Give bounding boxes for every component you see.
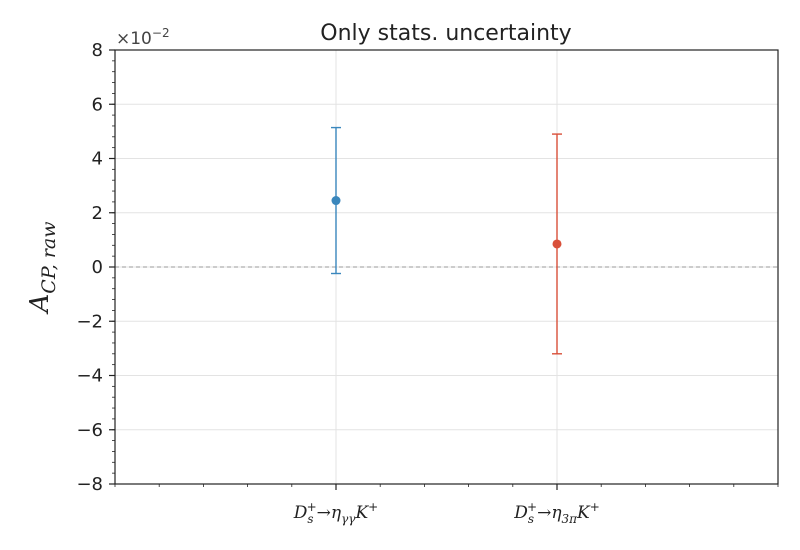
x-tick-label: Ds+→η3πK+ (513, 500, 600, 526)
y-tick-label: 2 (92, 203, 103, 224)
x-tick-label-part: 3π (562, 512, 579, 526)
x-tick-labels: Ds+→ηγγK+ Ds+→η3πK+ (293, 500, 600, 526)
data-point (552, 239, 562, 249)
y-tick-label: 0 (92, 257, 103, 278)
x-tick-label-part: D (513, 503, 528, 523)
x-tick-label-part: s (307, 512, 313, 526)
axis-ticks: −8 −6 −4 −2 0 2 4 6 8 (76, 40, 779, 495)
x-tick-label-part: + (590, 500, 600, 514)
data-points (331, 126, 562, 355)
x-tick-label-part: η (331, 503, 342, 523)
x-tick-label-part: + (368, 500, 378, 514)
x-tick-label-part: K (354, 503, 369, 523)
x-tick-label-part: D (293, 503, 308, 523)
y-tick-label: 8 (92, 40, 103, 61)
y-axis-label: ACP, raw (25, 221, 60, 314)
x-tick-label-part: η (551, 503, 562, 523)
y-tick-label: −6 (76, 420, 103, 441)
data-point (331, 196, 341, 206)
x-tick-label-part: + (307, 500, 317, 514)
x-tick-label-part: γγ (341, 512, 356, 526)
x-tick-label-part: + (527, 500, 537, 514)
x-tick-label-part: s (528, 512, 534, 526)
y-scale-multiplier: ×10−2 (116, 26, 170, 49)
y-tick-label: −8 (76, 474, 103, 495)
y-tick-label: −2 (76, 311, 103, 332)
x-tick-label-part: K (576, 503, 591, 523)
y-tick-label: 4 (92, 149, 103, 170)
x-tick-label-part: → (537, 503, 551, 523)
chart-title: Only stats. uncertainty (320, 21, 571, 46)
x-tick-label-part: → (317, 503, 331, 523)
y-tick-label: −4 (76, 366, 103, 387)
y-tick-label: 6 (92, 94, 103, 115)
x-tick-label: Ds+→ηγγK+ (293, 500, 378, 526)
